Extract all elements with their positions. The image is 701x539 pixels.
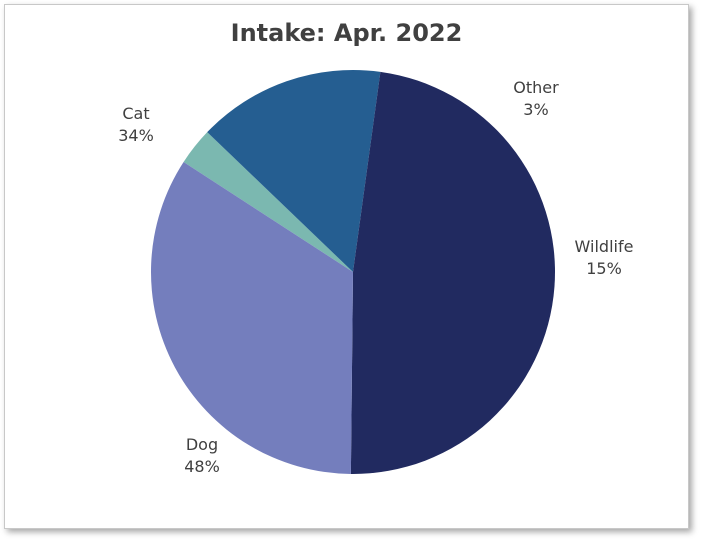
slice-value-dog: 48% [184,457,220,476]
slice-value-wildlife: 15% [586,259,622,278]
slice-label-other: Other [513,78,559,97]
slice-label-wildlife: Wildlife [575,237,634,256]
chart-frame: Intake: Apr. 2022 Other 3% Wildlife 15% Dog 4… [4,4,689,529]
slice-label-cat: Cat [122,104,149,123]
slice-label-dog: Dog [186,435,218,454]
pie-slice-dog [351,72,555,474]
pie-chart: Other 3% Wildlife 15% Dog 48% Cat 34% [5,5,688,528]
slice-value-cat: 34% [118,126,154,145]
slice-value-other: 3% [523,100,548,119]
